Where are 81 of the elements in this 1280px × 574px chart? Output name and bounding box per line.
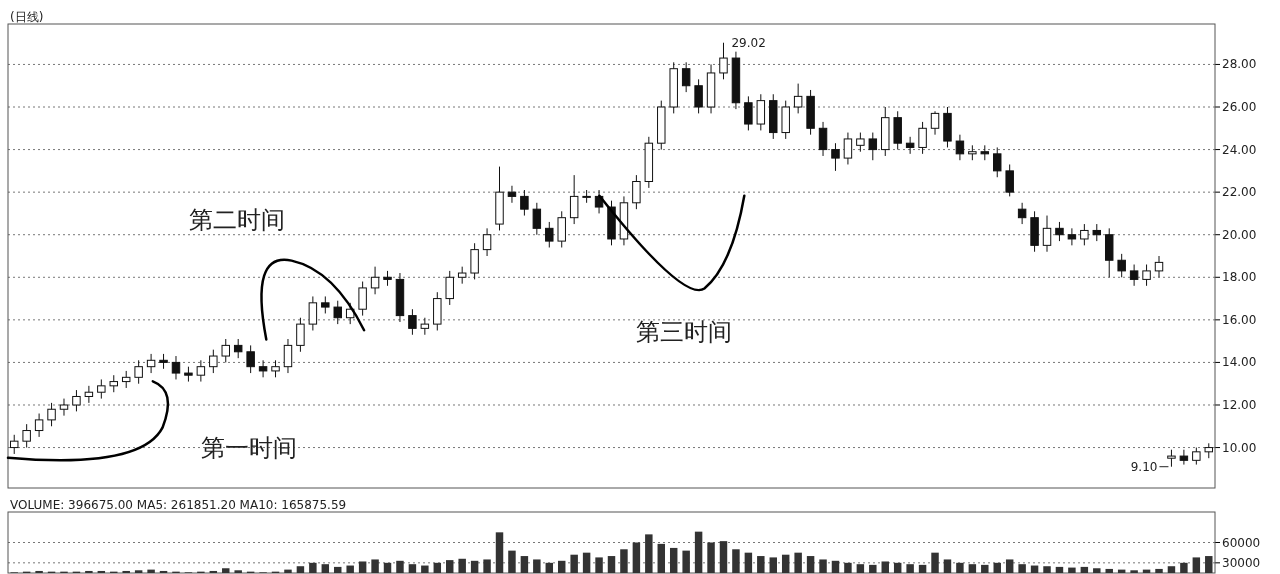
candlestick: [221, 338, 230, 363]
candlestick: [1005, 163, 1014, 197]
y-tick-label: 60000: [1222, 535, 1261, 550]
candlestick: [22, 423, 31, 449]
candlestick: [843, 132, 853, 165]
candlestick: [918, 121, 927, 155]
candlestick: [196, 359, 206, 383]
annotation: 第一时间: [201, 433, 298, 461]
y-tick-label: 22.00: [1222, 185, 1257, 200]
y-tick-label: 16.00: [1222, 312, 1257, 327]
candlestick: [719, 42, 728, 80]
candlestick: [694, 78, 703, 114]
candlestick: [1080, 223, 1089, 246]
candlestick: [507, 185, 517, 204]
candlestick: [34, 413, 44, 438]
candlestick: [258, 359, 268, 378]
candlestick: [831, 142, 840, 172]
candlestick: [818, 121, 828, 157]
candlestick: [1154, 255, 1164, 278]
candlestick: [532, 202, 542, 236]
candlestick: [1055, 221, 1064, 242]
candlestick: [905, 136, 915, 155]
candlestick: [856, 132, 865, 153]
y-tick-label: 12.00: [1222, 397, 1257, 412]
candlestick: [47, 402, 56, 427]
candlestick: [1129, 264, 1139, 287]
candlestick: [756, 93, 766, 131]
candlestick: [171, 355, 181, 380]
candlestick: [520, 189, 529, 217]
y-tick-label: 20.00: [1222, 227, 1257, 242]
y-tick-label: 24.00: [1222, 142, 1257, 157]
candlestick: [9, 434, 19, 455]
chart-title: (日线): [10, 10, 44, 24]
candlestick: [209, 349, 218, 374]
candlestick: [445, 270, 454, 306]
candlestick: [333, 300, 342, 325]
annotation: 第二时间: [189, 206, 286, 234]
candlestick: [470, 242, 479, 280]
candlestick: [420, 317, 430, 336]
annotation: 9.10: [1130, 459, 1158, 474]
candlestick: [97, 378, 106, 400]
candlestick: [632, 174, 641, 210]
candlestick: [681, 61, 691, 93]
candlestick: [545, 221, 554, 248]
candlestick: [408, 308, 417, 336]
candlestick: [569, 174, 579, 225]
candlestick: [59, 398, 69, 417]
candlestick: [744, 95, 753, 131]
candlestick: [1179, 449, 1189, 466]
candlestick: [1142, 264, 1151, 287]
y-tick-label: 14.00: [1222, 355, 1257, 370]
annotation: 29.02: [731, 35, 766, 50]
candlestick: [233, 338, 243, 359]
candlestick: [1042, 215, 1052, 253]
candlestick: [134, 359, 143, 385]
candlestick: [246, 344, 255, 374]
y-tick-label: 28.00: [1222, 57, 1257, 72]
candlestick: [993, 146, 1002, 178]
y-tick-label: 30000: [1222, 555, 1261, 570]
candlestick: [955, 134, 965, 161]
candlestick: [370, 266, 380, 295]
candlestick: [308, 295, 318, 331]
annotation: 第三时间: [635, 317, 732, 345]
candlestick: [557, 210, 566, 248]
candlestick: [72, 389, 81, 412]
candlestick: [283, 338, 293, 374]
y-tick-label: 10.00: [1222, 440, 1257, 455]
candlestick: [930, 110, 940, 136]
candlestick: [146, 353, 156, 374]
y-tick-label: 26.00: [1222, 100, 1257, 115]
candlestick: [868, 132, 878, 161]
candlestick: [1117, 253, 1126, 278]
candlestick: [793, 83, 803, 114]
candlestick: [296, 317, 305, 353]
y-tick-label: 18.00: [1222, 270, 1257, 285]
candlestick: [1067, 227, 1077, 246]
candlestick: [482, 227, 492, 257]
candlestick: [1017, 202, 1027, 225]
chart-title: VOLUME: 396675.00 MA5: 261851.20 MA10: 165875.59: [10, 498, 347, 512]
candlestick: [84, 385, 94, 404]
candlestick: [358, 281, 367, 317]
